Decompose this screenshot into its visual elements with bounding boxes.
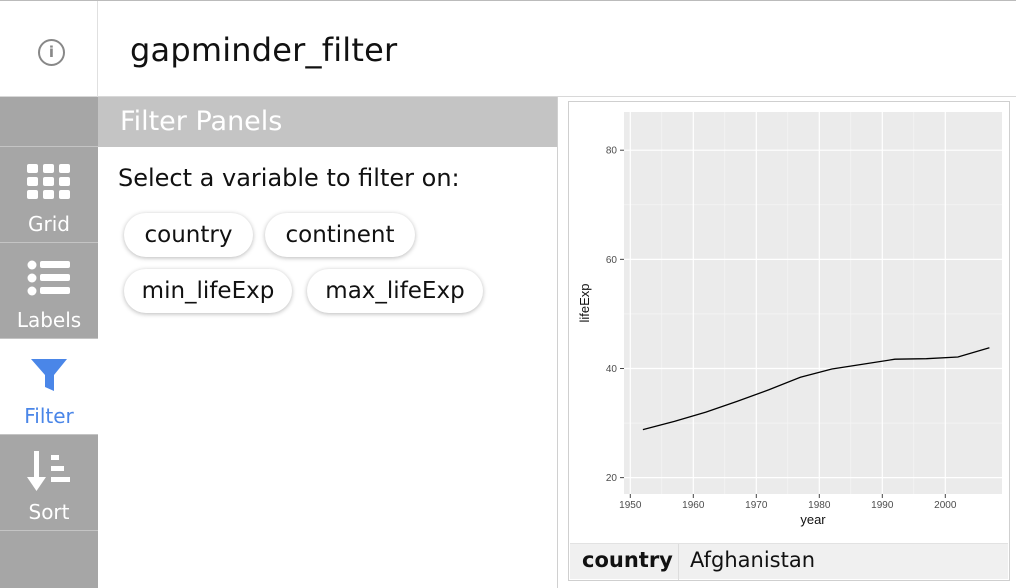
filter-panel-title: Filter Panels [98,97,557,147]
filter-panel: Filter Panels Select a variable to filte… [98,97,558,588]
sidebar-item-filter[interactable]: Filter [0,339,98,435]
sidebar-item-label: Sort [28,500,70,524]
sidebar: Grid Labels Filter Sort [0,97,98,588]
y-tick-label: 20 [606,473,618,484]
x-tick-label: 1950 [619,500,642,511]
sidebar-item-sort[interactable]: Sort [0,435,98,531]
x-tick-label: 2000 [934,500,957,511]
plot-background [624,112,1002,494]
filter-variable-chip-country[interactable]: country [124,213,253,257]
info-button[interactable]: i [0,1,98,97]
x-axis-label: year [800,512,826,527]
x-tick-label: 1990 [871,500,894,511]
x-tick-label: 1970 [745,500,768,511]
grid-icon [27,164,70,199]
y-tick-label: 60 [606,255,618,266]
sidebar-item-labels[interactable]: Labels [0,243,98,339]
y-tick-label: 40 [606,364,618,375]
app-header: i gapminder_filter [0,0,1016,97]
series-line [642,347,990,431]
y-tick-label: 80 [606,146,618,157]
x-tick-label: 1960 [682,500,705,511]
app-title: gapminder_filter [130,31,398,69]
sidebar-item-grid[interactable]: Grid [0,147,98,243]
info-icon[interactable]: i [38,39,65,66]
facet-label-value: Afghanistan [690,548,816,572]
filter-variable-chip-min-lifeexp[interactable]: min_lifeExp [124,269,292,313]
sidebar-item-label: Filter [24,404,74,428]
filter-variable-chip-max-lifeexp[interactable]: max_lifeExp [307,269,483,313]
y-axis-label: lifeExp [577,283,592,322]
sidebar-item-label: Labels [16,308,82,332]
plot-panel[interactable]: 1950 1960 1970 1980 1990 2000 20 40 60 80 year life… [568,101,1010,581]
filter-variable-chip-continent[interactable]: continent [265,213,415,257]
facet-label-key: country [582,548,673,572]
sort-icon [27,451,70,491]
facet-label-strip: country Afghanistan [570,543,1008,580]
filter-prompt: Select a variable to filter on: [118,164,460,192]
list-icon [27,260,70,296]
x-tick-label: 1980 [808,500,831,511]
filter-icon [31,359,67,391]
sidebar-item-label: Grid [28,212,70,236]
facet-label-divider [678,544,679,580]
line-chart: 1950 1960 1970 1980 1990 2000 20 40 60 80 year life… [577,112,1002,527]
sidebar-top-strip [0,97,98,147]
